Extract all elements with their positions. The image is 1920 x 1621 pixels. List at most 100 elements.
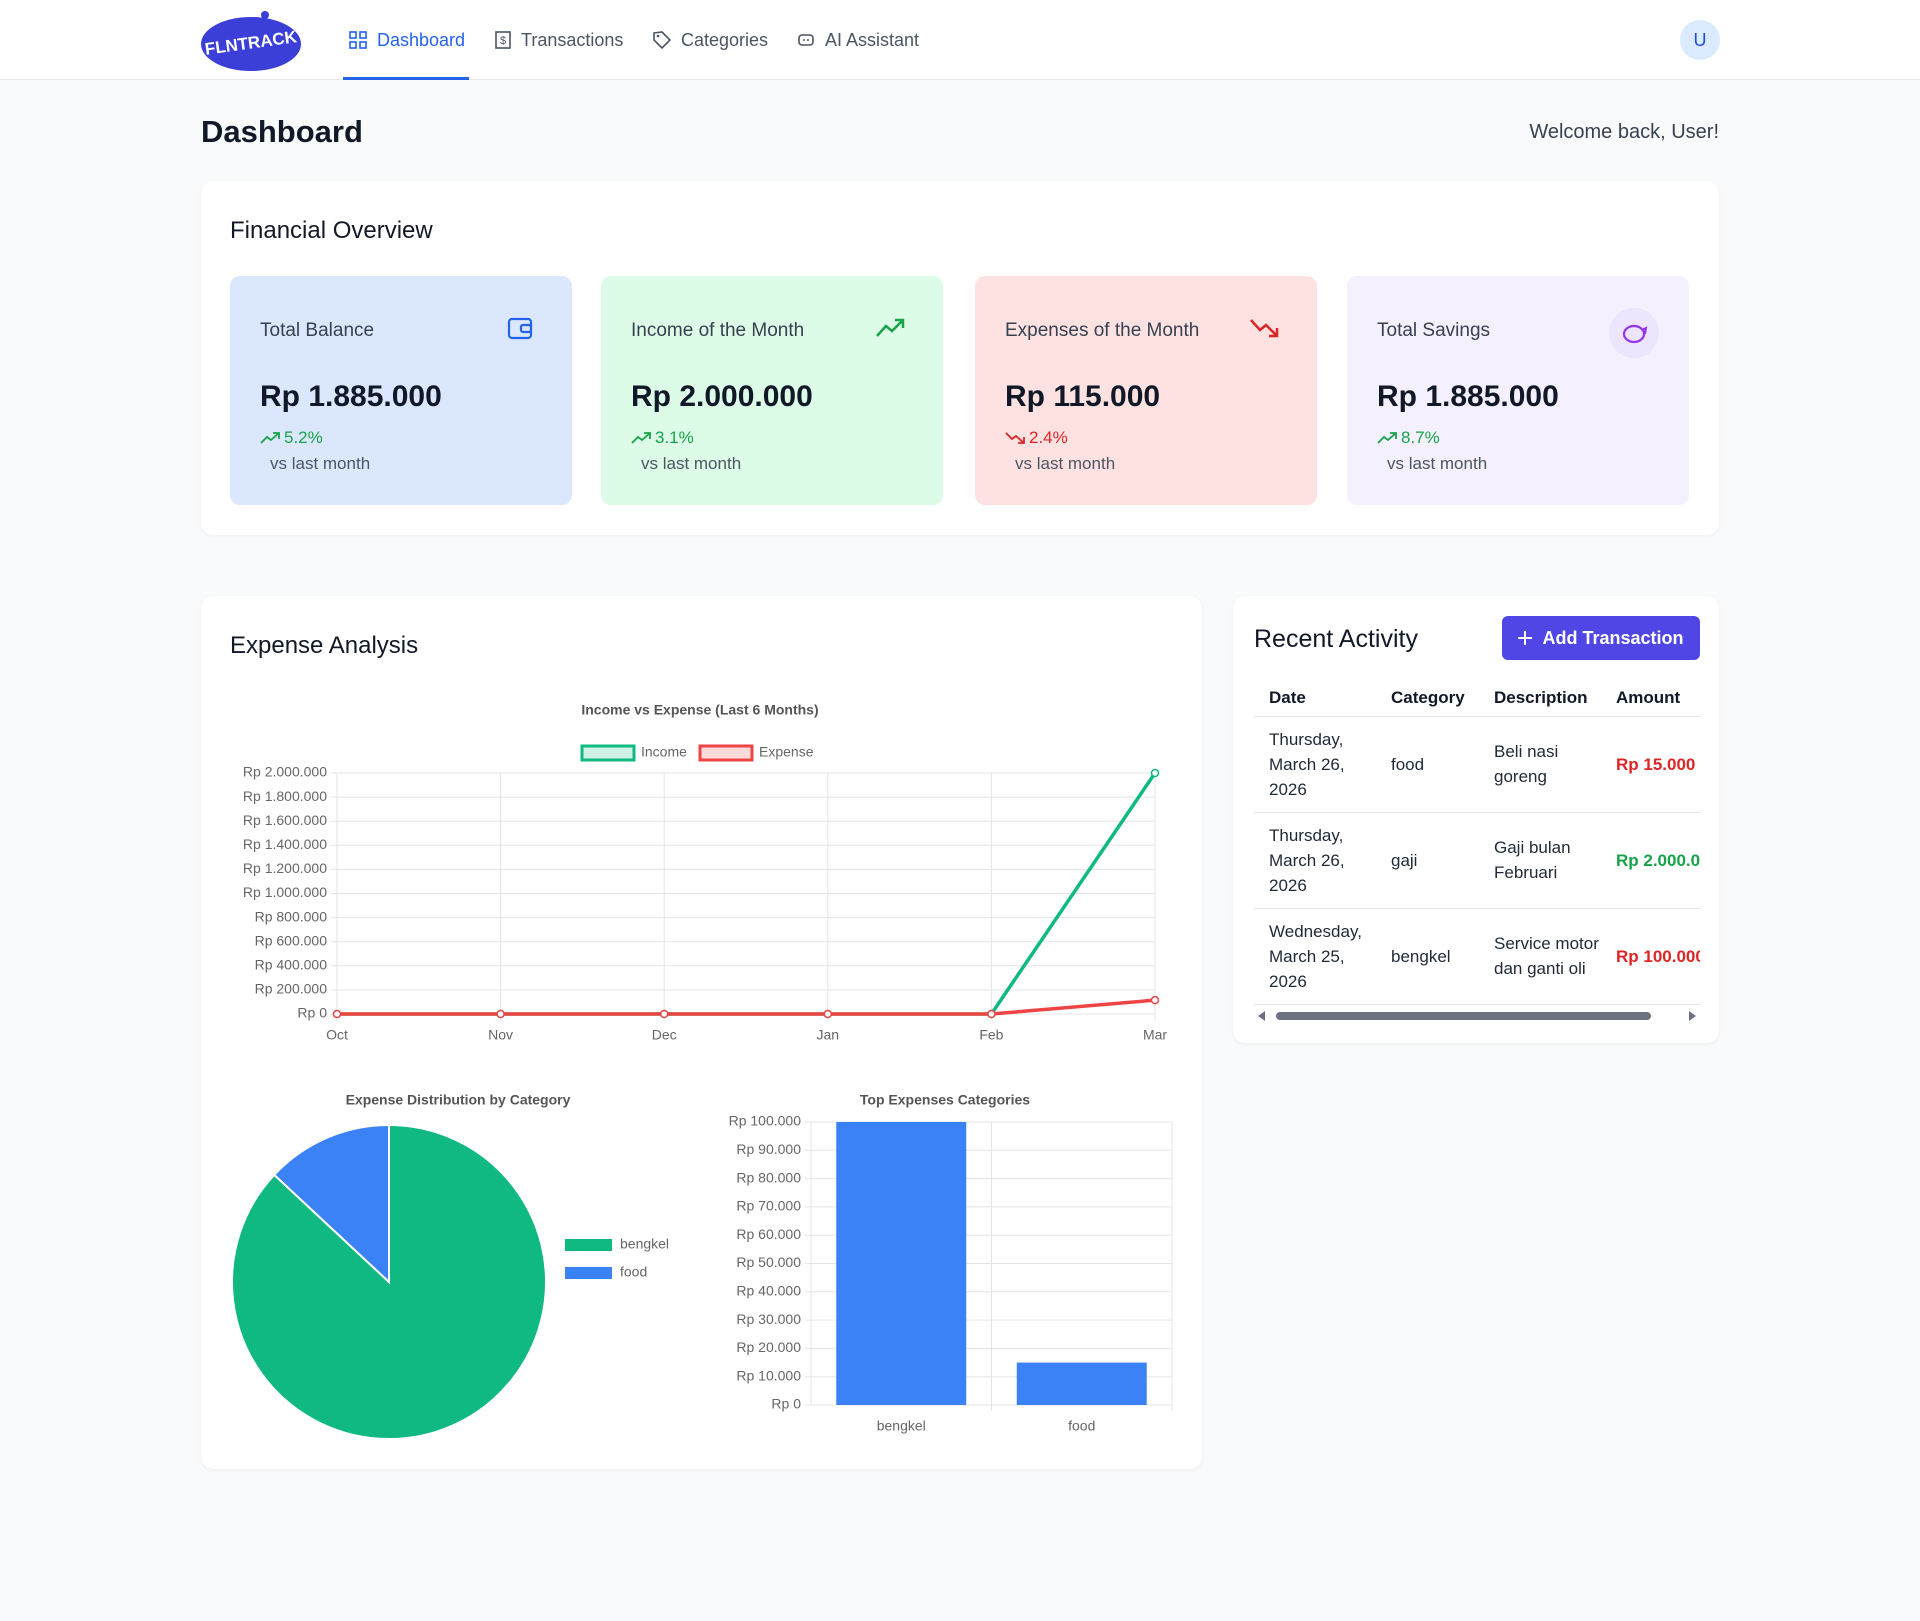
y-tick-label: Rp 70.000 <box>736 1198 801 1214</box>
table-row: Wednesday, March 25, 2026 bengkel Service … <box>1254 908 1700 1005</box>
amount-cell: Rp 2.000.000 <box>1601 812 1700 909</box>
legend-swatch <box>565 1267 612 1279</box>
category-cell: bengkel <box>1376 908 1479 1005</box>
activity-card: Recent Activity Add Transaction Date Cate… <box>1233 596 1719 1043</box>
y-tick-label: Rp 90.000 <box>736 1141 801 1157</box>
description-cell: Service motor dan ganti oli <box>1479 908 1601 1005</box>
y-tick-label: Rp 20.000 <box>736 1339 801 1355</box>
y-tick-label: Rp 400.000 <box>255 957 328 973</box>
stat-title: Total Savings <box>1377 320 1491 341</box>
nav-item[interactable]: Dashboard <box>349 24 465 56</box>
nav-icon <box>653 31 671 49</box>
legend-label: Income <box>641 744 687 760</box>
point <box>823 1009 833 1019</box>
legend-label: bengkel <box>620 1236 669 1252</box>
x-tick-label: Mar <box>1143 1027 1167 1043</box>
category-cell: food <box>1376 716 1479 813</box>
stat-value: Rp 115.000 <box>1005 380 1161 413</box>
nav-label: Dashboard <box>377 29 466 50</box>
point <box>496 1009 505 1019</box>
table-row: Thursday, March 26, 2026 gaji Gaji bulan F… <box>1254 812 1700 909</box>
stat-note: vs last month <box>641 454 742 473</box>
y-tick-label: Rp 800.000 <box>255 908 328 924</box>
stat-title: Total Balance <box>260 320 375 341</box>
y-tick-label: Rp 0 <box>297 1005 327 1021</box>
analysis-card: Expense Analysis Income vs Expense (Last… <box>201 596 1202 1469</box>
chart-title: Expense Distribution by Category <box>346 1092 571 1108</box>
logo[interactable]: FLNTRACK <box>201 6 304 74</box>
description-cell: Gaji bulan Februari <box>1479 812 1601 909</box>
active-underline <box>343 77 469 80</box>
bar <box>1016 1362 1147 1405</box>
avatar[interactable]: U <box>1680 20 1720 60</box>
piggy-icon <box>1609 308 1659 358</box>
column-header: Category <box>1376 680 1479 717</box>
legend-swatch <box>565 1239 612 1251</box>
add-transaction-button[interactable]: Add Transaction <box>1502 616 1700 660</box>
scrollbar[interactable] <box>1254 1008 1700 1024</box>
section-title: Expense Analysis <box>230 632 419 659</box>
amount-cell: Rp 100.000 <box>1601 908 1700 1005</box>
logo-shape: FLNTRACK <box>201 11 301 71</box>
stat-value: Rp 2.000.000 <box>631 380 813 413</box>
y-tick-label: Rp 80.000 <box>736 1169 801 1185</box>
point <box>659 1009 669 1019</box>
x-tick-label: Nov <box>488 1027 513 1043</box>
point <box>1150 995 1160 1005</box>
line-series <box>337 998 1156 1016</box>
svg-text:$: $ <box>500 35 506 47</box>
y-tick-label: Rp 60.000 <box>736 1226 801 1242</box>
nav-icon <box>798 34 814 46</box>
y-tick-label: Rp 1.000.000 <box>243 884 327 900</box>
stat-change: 2.4% <box>1005 428 1068 448</box>
table-row: Thursday, March 26, 2026 food Beli nasi go… <box>1254 716 1700 813</box>
stat-card: Income of the Month Rp 2.000.000 3.1% vs… <box>601 276 943 505</box>
stat-note: vs last month <box>270 454 371 473</box>
header-row: Date Category Description Amount <box>1254 680 1700 717</box>
x-tick-label: food <box>1068 1418 1095 1434</box>
stat-card: Total Balance Rp 1.885.000 5.2% vs last … <box>230 276 572 505</box>
stat-change: 8.7% <box>1377 428 1440 448</box>
trend-up-icon <box>876 318 905 337</box>
bar <box>836 1122 967 1405</box>
change-value: 8.7% <box>1401 428 1440 447</box>
point <box>1150 768 1160 778</box>
activity-table: Date Category Description Amount Thursday, … <box>1254 680 1700 1005</box>
y-tick-label: Rp 1.800.000 <box>243 788 327 804</box>
legend-swatch <box>698 744 754 762</box>
amount-cell: Rp 15.000 <box>1601 716 1700 813</box>
y-tick-label: Rp 50.000 <box>736 1254 801 1270</box>
stat-card: Total Savings Rp 1.885.000 8.7% vs last … <box>1347 276 1689 505</box>
y-tick-label: Rp 1.200.000 <box>243 860 327 876</box>
x-tick-label: Jan <box>817 1027 840 1043</box>
y-tick-label: Rp 1.400.000 <box>243 836 327 852</box>
stat-title: Expenses of the Month <box>1005 320 1200 341</box>
table-scroll[interactable]: Date Category Description Amount Thursday, … <box>1254 680 1700 1008</box>
stat-card: Expenses of the Month Rp 115.000 2.4% vs… <box>975 276 1317 505</box>
nav-item[interactable]: $ Transactions <box>495 24 623 56</box>
chart-title: Income vs Expense (Last 6 Months) <box>581 702 818 718</box>
nav-label: Categories <box>681 29 769 50</box>
section-title: Financial Overview <box>230 217 433 244</box>
stat-value: Rp 1.885.000 <box>260 380 442 413</box>
category-cell: gaji <box>1376 812 1479 909</box>
date-cell: Thursday, March 26, 2026 <box>1254 812 1376 909</box>
legend-swatch <box>580 744 636 762</box>
y-tick-label: Rp 40.000 <box>736 1283 801 1299</box>
column-header: Amount <box>1601 680 1700 717</box>
point <box>332 1009 342 1019</box>
wallet-icon <box>507 317 533 340</box>
nav-item[interactable]: Categories <box>653 24 768 56</box>
nav-item[interactable]: AI Assistant <box>797 24 919 56</box>
trend-down-icon <box>1250 319 1279 338</box>
section-title: Recent Activity <box>1254 625 1418 653</box>
change-value: 2.4% <box>1029 428 1068 447</box>
page-title: Dashboard <box>201 114 363 149</box>
x-tick-label: Dec <box>652 1027 677 1043</box>
nav-label: Transactions <box>521 29 624 50</box>
button-label: Add Transaction <box>1542 627 1684 648</box>
welcome-text: Welcome back, User! <box>1529 121 1719 143</box>
nav-icon: $ <box>495 31 511 49</box>
nav-label: AI Assistant <box>825 29 920 50</box>
